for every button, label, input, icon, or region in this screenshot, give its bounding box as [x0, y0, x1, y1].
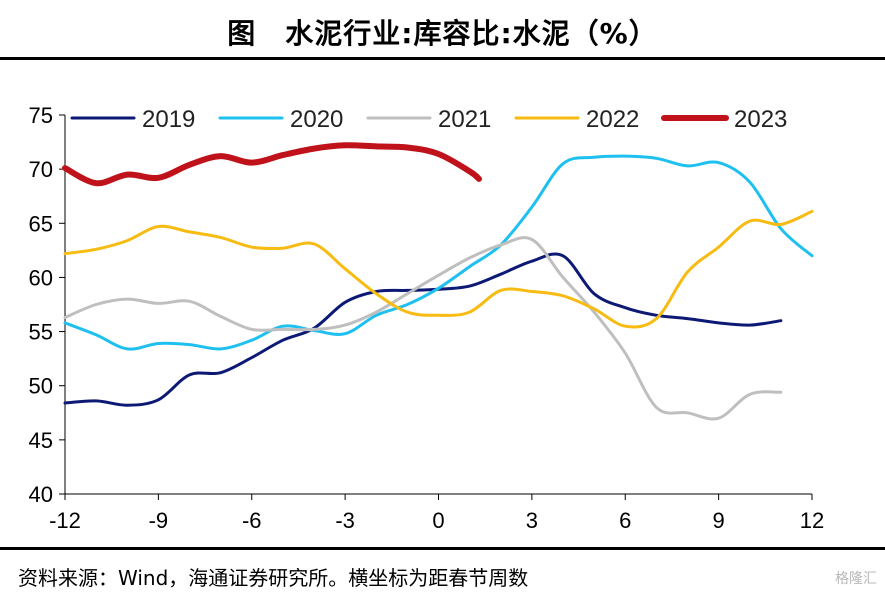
x-tick-label: -9: [149, 508, 169, 533]
chart-title: 图 水泥行业:库容比:水泥（%）: [227, 17, 658, 50]
legend-label-2019: 2019: [142, 106, 195, 133]
series-line-2020: [63, 154, 814, 351]
source-bar: 资料来源：Wind，海通证券研究所。横坐标为距春节周数 格隆汇: [0, 547, 885, 599]
series-line-2022: [63, 209, 814, 329]
x-tick-label: 0: [432, 508, 444, 533]
axes: 40 45 50 55 60 65 70 75 -12 -9 -6 -3 0 3 6 9 12: [29, 103, 825, 533]
y-tick-label: 60: [29, 265, 53, 290]
x-tick-label: 9: [713, 508, 725, 533]
legend-label-2022: 2022: [586, 106, 639, 133]
y-tick-label: 70: [29, 157, 53, 182]
y-tick-label: 75: [29, 103, 53, 128]
series-layer: [62, 142, 814, 421]
x-tick-label: -3: [335, 508, 355, 533]
y-tick-label: 45: [29, 428, 53, 453]
y-tick-label: 65: [29, 211, 53, 236]
y-tick-label: 40: [29, 482, 53, 507]
y-tick-label: 55: [29, 320, 53, 345]
title-bar: 图 水泥行业:库容比:水泥（%）: [0, 0, 885, 60]
chart-area: 40 45 50 55 60 65 70 75 -12 -9 -6 -3 0 3 6 9 12 2019 2020…: [0, 60, 885, 548]
x-tick-label: 3: [526, 508, 538, 533]
legend-label-2021: 2021: [438, 106, 491, 133]
watermark: 格隆汇: [835, 571, 877, 587]
x-tick-label: -6: [242, 508, 262, 533]
x-tick-label: 12: [800, 508, 824, 533]
line-chart: 40 45 50 55 60 65 70 75 -12 -9 -6 -3 0 3 6 9 12 2019 2020…: [29, 103, 825, 533]
source-note: 资料来源：Wind，海通证券研究所。横坐标为距春节周数: [18, 566, 529, 590]
x-tick-label: 6: [619, 508, 631, 533]
legend-label-2023: 2023: [734, 106, 787, 133]
series-line-2021: [63, 236, 783, 421]
series-line-2019: [63, 252, 783, 407]
x-tick-label: -12: [49, 508, 81, 533]
series-line-2023: [62, 142, 482, 187]
legend: 2019 2020 2021 2022 2023: [70, 106, 787, 133]
y-tick-label: 50: [29, 374, 53, 399]
legend-label-2020: 2020: [290, 106, 343, 133]
